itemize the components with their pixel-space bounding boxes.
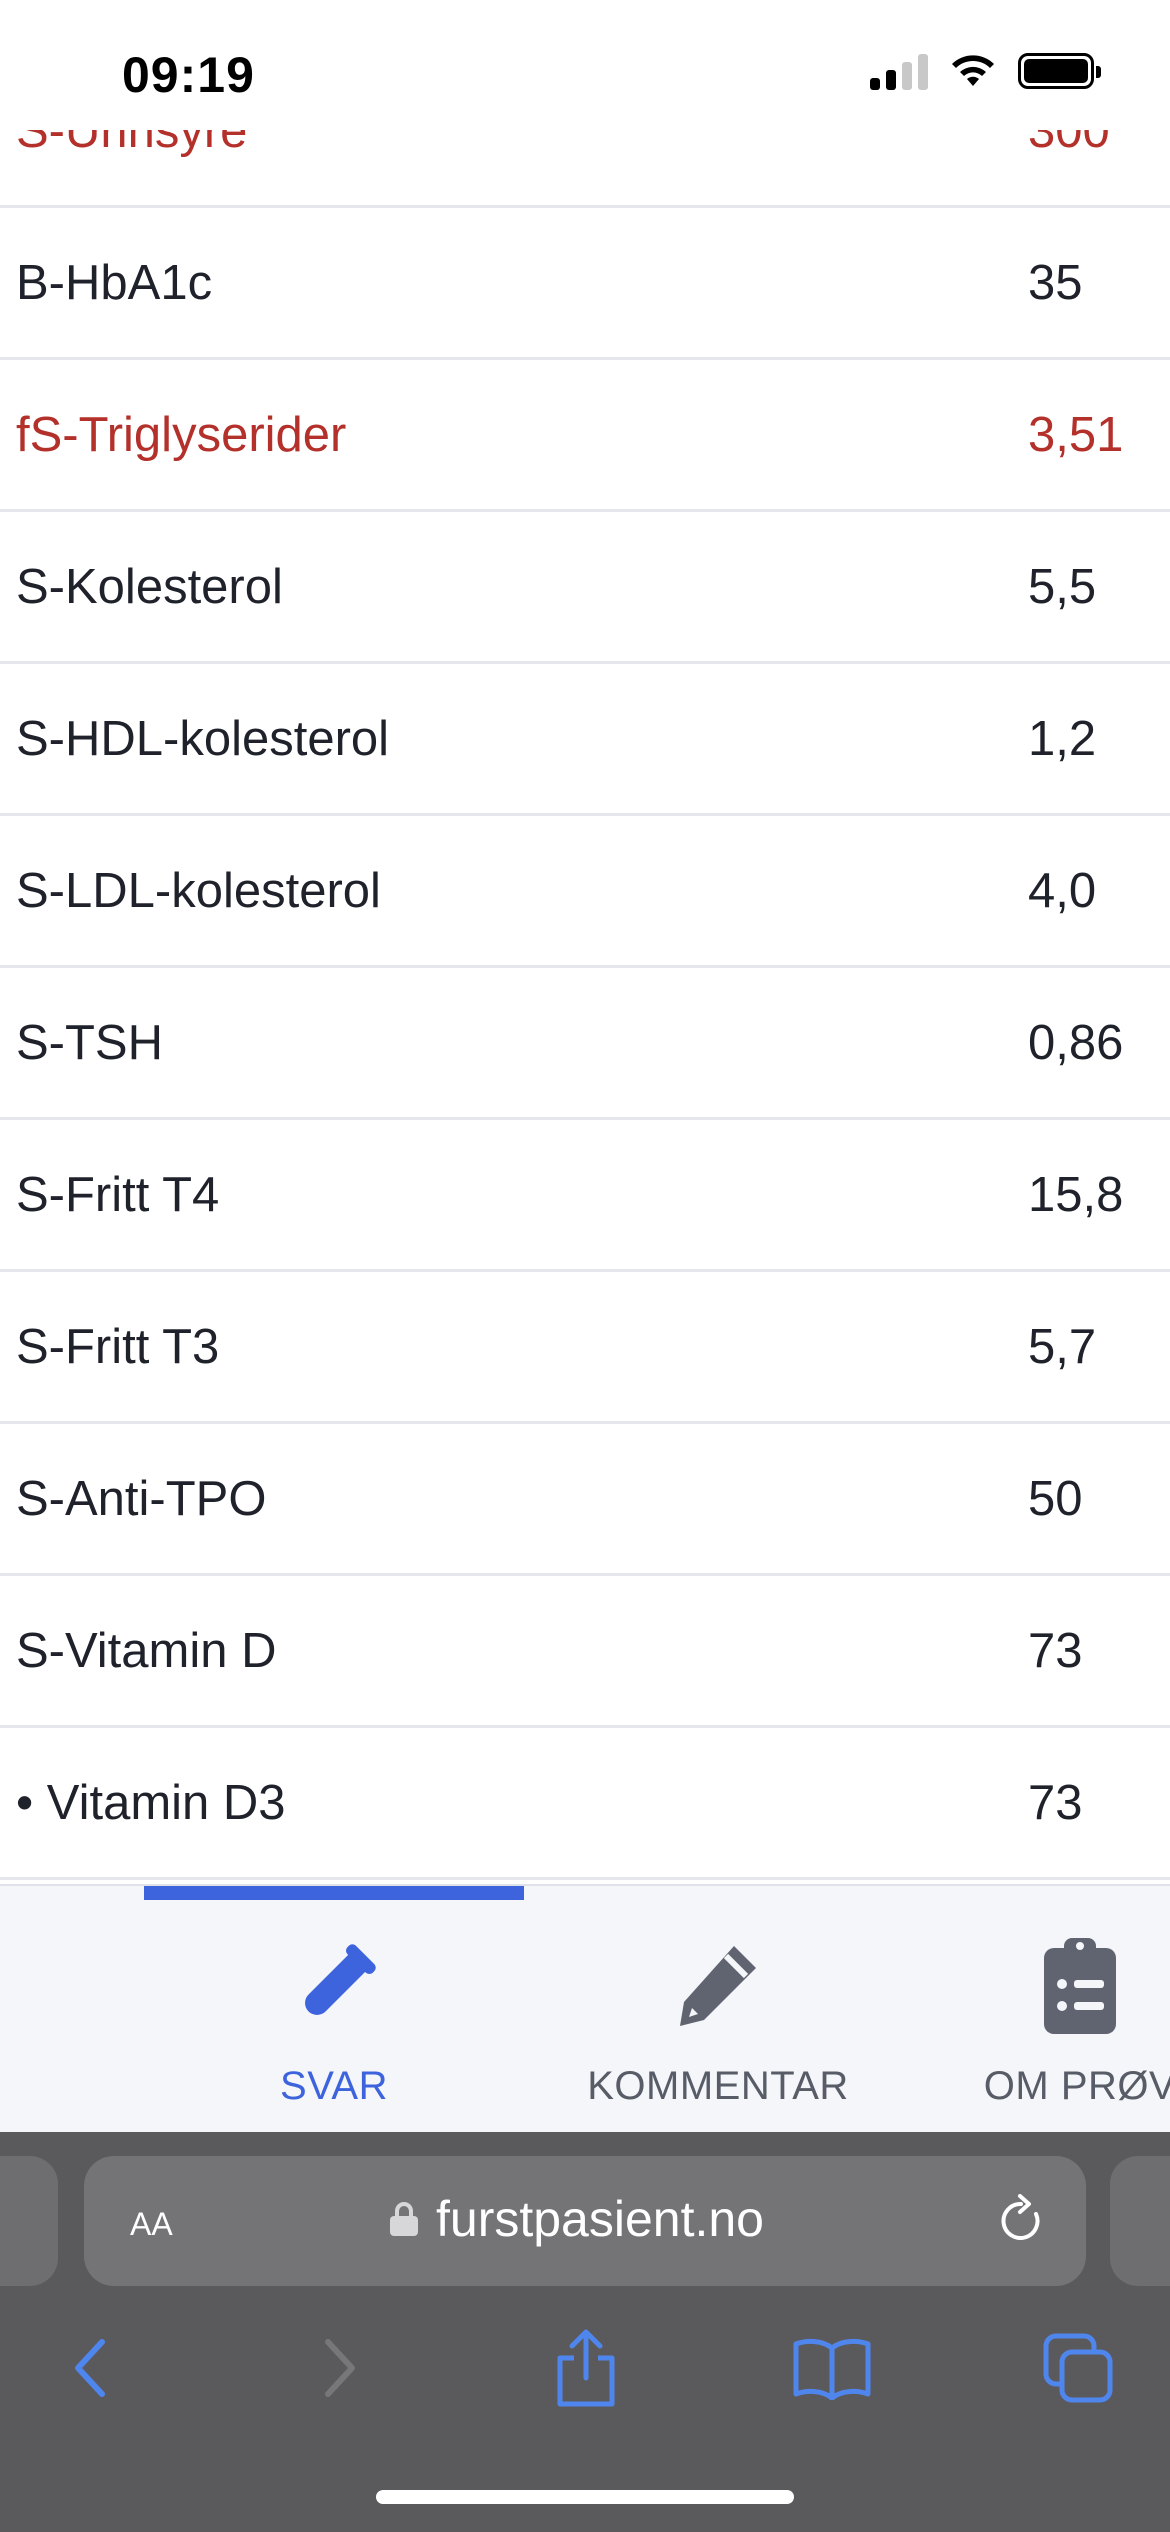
- chevron-left-icon: [75, 2339, 105, 2397]
- battery-icon: [1018, 53, 1101, 89]
- result-tab-bar: SVAR KOMMENTAR OM PRØV: [0, 1884, 1170, 2132]
- result-name: S-Fritt T3: [16, 1319, 220, 1374]
- result-row: S-LDL-kolesterol 4,0: [0, 816, 1170, 968]
- text-size-label: AA: [130, 2206, 173, 2242]
- tabs-button[interactable]: [1040, 2322, 1116, 2414]
- share-button[interactable]: [548, 2322, 624, 2414]
- result-row: S-Fritt T3 5,7: [0, 1272, 1170, 1424]
- next-tab-preview[interactable]: [1110, 2156, 1170, 2286]
- result-value: 0,86: [1028, 1015, 1124, 1070]
- lock-icon: [390, 2202, 418, 2236]
- result-name: S-Kolesterol: [16, 559, 283, 614]
- clipboard-list-icon: [1040, 1936, 1120, 2036]
- result-name: S-Vitamin D: [16, 1623, 277, 1678]
- url-text: furstpasient.no: [436, 2191, 764, 2247]
- clock: 09:19: [122, 47, 255, 103]
- tab-label: KOMMENTAR: [587, 2064, 849, 2108]
- chevron-right-icon: [325, 2339, 355, 2397]
- result-value: 1,2: [1028, 711, 1097, 766]
- result-name: S-Fritt T4: [16, 1167, 220, 1222]
- active-tab-indicator: [144, 1886, 524, 1900]
- tab-label: SVAR: [280, 2064, 388, 2108]
- result-row: S-TSH 0,86: [0, 968, 1170, 1120]
- tabs-icon: [1043, 2333, 1113, 2403]
- result-row: S-HDL-kolesterol 1,2: [0, 664, 1170, 816]
- result-value: 5,7: [1028, 1319, 1097, 1374]
- forward-button[interactable]: [310, 2322, 370, 2414]
- result-row: S-Kolesterol 5,5: [0, 512, 1170, 664]
- result-value: 15,8: [1028, 1167, 1124, 1222]
- result-row: S-Anti-TPO 50: [0, 1424, 1170, 1576]
- result-row: S-Fritt T4 15,8: [0, 1120, 1170, 1272]
- tab-svar[interactable]: SVAR: [234, 1936, 434, 2109]
- result-value: 4,0: [1028, 863, 1097, 918]
- tab-om-prove[interactable]: OM PRØV: [960, 1936, 1170, 2109]
- book-icon: [793, 2338, 871, 2400]
- status-bar: 09:19: [0, 0, 1170, 130]
- tab-kommentar[interactable]: KOMMENTAR: [568, 1936, 868, 2109]
- previous-tab-preview[interactable]: [0, 2156, 58, 2286]
- result-name: S-HDL-kolesterol: [16, 711, 390, 766]
- browser-chrome: AA furstpasient.no: [0, 2132, 1170, 2532]
- pencil-icon: [670, 1936, 766, 2036]
- result-name: • Vitamin D3: [16, 1775, 286, 1830]
- result-value: 5,5: [1028, 559, 1097, 614]
- text-size-button[interactable]: AA: [130, 2192, 173, 2246]
- test-tube-icon: [286, 1936, 382, 2036]
- cellular-signal-icon: [870, 52, 928, 90]
- reload-icon[interactable]: [996, 2194, 1046, 2253]
- address-bar[interactable]: AA furstpasient.no: [84, 2156, 1086, 2286]
- result-value: 35: [1028, 255, 1083, 310]
- result-name: S-Anti-TPO: [16, 1471, 267, 1526]
- result-value: 73: [1028, 1623, 1083, 1678]
- result-value: 3,51: [1028, 407, 1124, 462]
- share-icon: [557, 2329, 615, 2407]
- results-list: S-Urinsyre 300 B-HbA1c 35 fS-Triglyserid…: [0, 56, 1170, 1880]
- tab-label: OM PRØV: [983, 2064, 1170, 2108]
- url-display[interactable]: furstpasient.no: [390, 2190, 764, 2248]
- home-indicator: [376, 2490, 794, 2504]
- result-name: S-TSH: [16, 1015, 163, 1070]
- result-row: fS-Triglyserider 3,51: [0, 360, 1170, 512]
- back-button[interactable]: [60, 2322, 120, 2414]
- bookmarks-button[interactable]: [790, 2322, 874, 2414]
- result-name: S-LDL-kolesterol: [16, 863, 381, 918]
- wifi-icon: [952, 55, 994, 86]
- result-row: • Vitamin D3 73: [0, 1728, 1170, 1880]
- result-name: fS-Triglyserider: [16, 407, 347, 462]
- result-name: B-HbA1c: [16, 255, 213, 310]
- result-value: 73: [1028, 1775, 1083, 1830]
- result-value: 50: [1028, 1471, 1083, 1526]
- result-row: S-Vitamin D 73: [0, 1576, 1170, 1728]
- result-row: B-HbA1c 35: [0, 208, 1170, 360]
- status-icons: [870, 52, 1101, 90]
